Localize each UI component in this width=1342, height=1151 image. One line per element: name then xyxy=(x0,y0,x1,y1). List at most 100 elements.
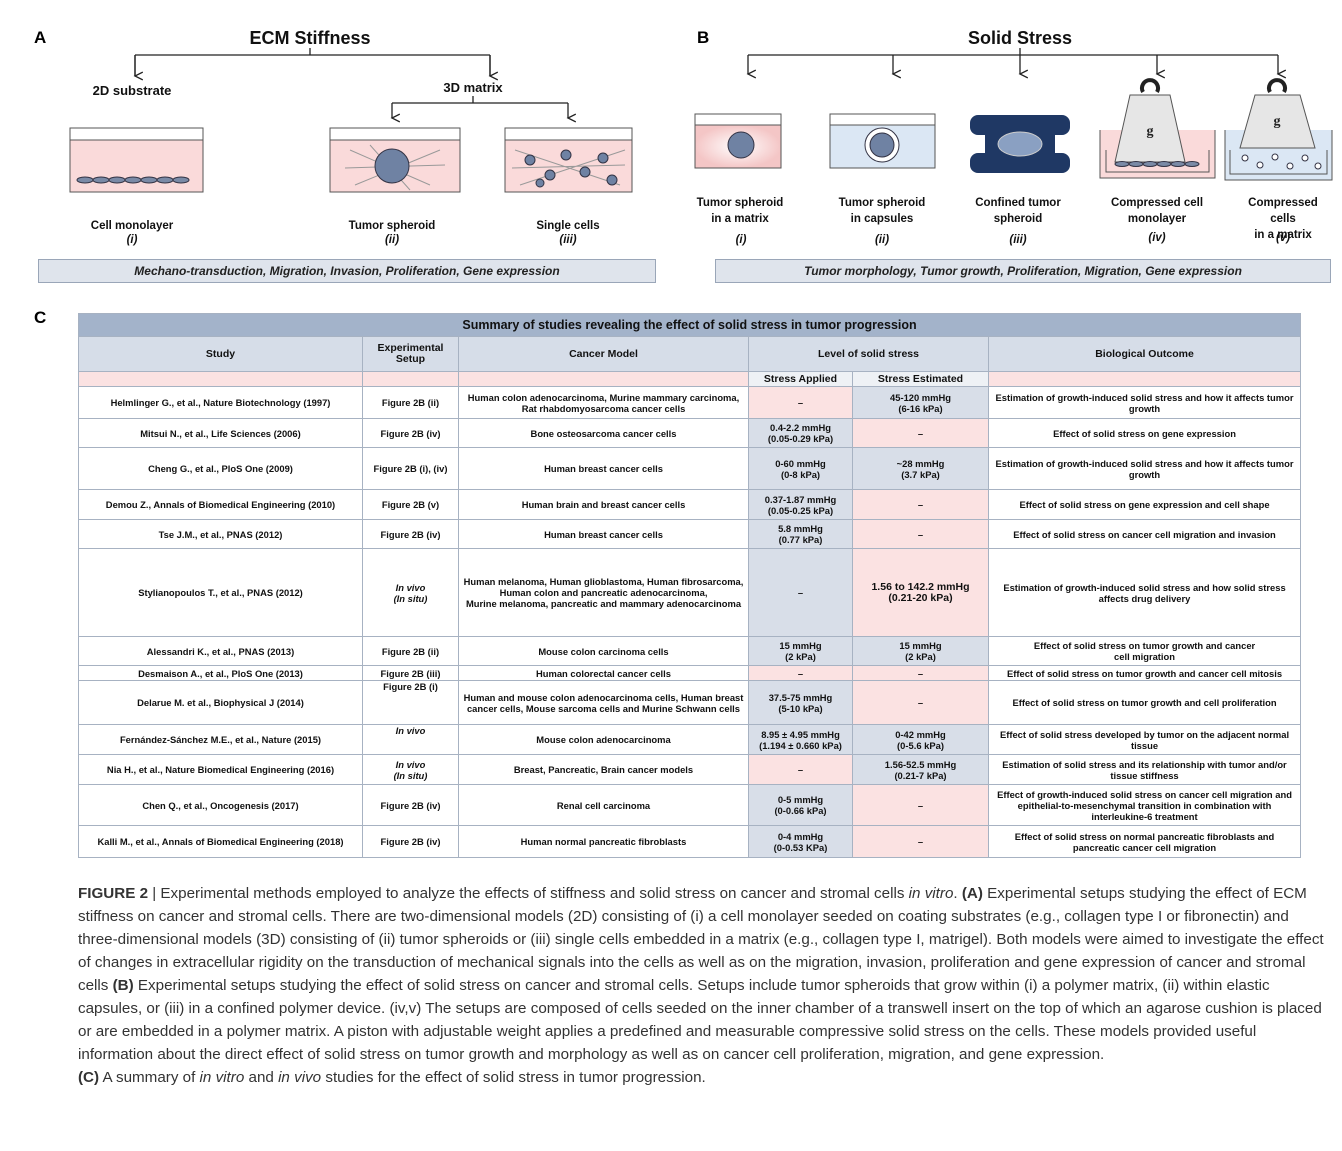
outcome: Effect of solid stress on normal pancrea… xyxy=(987,825,1302,858)
cancer-model: Renal cell carcinoma xyxy=(458,784,749,826)
stress-estimated: 1.56-52.5 mmHg (0.21-7 kPa) xyxy=(852,754,989,785)
brackets xyxy=(135,48,1278,118)
panel-footer: Mechano-transduction, Migration, Invasio… xyxy=(38,259,656,283)
table-title: Summary of studies revealing the effect … xyxy=(77,313,1302,337)
setup: Figure 2B (iv) xyxy=(362,825,459,858)
stress-estimated: – xyxy=(852,825,989,858)
table-row: Desmaison A., et al., PloS One (2013) Fig… xyxy=(78,665,1302,681)
branch-label: 2D substrate xyxy=(92,83,172,98)
panel-label: A xyxy=(34,28,47,47)
item-label: Tumor spheroid xyxy=(348,220,436,232)
cancer-model: Human colon adenocarcinoma, Murine mamma… xyxy=(458,386,749,419)
outcome: Estimation of solid stress and its relat… xyxy=(987,754,1302,785)
outcome: Effect of growth-induced solid stress on… xyxy=(987,784,1302,826)
stress-estimated: 1.56 to 142.2 mmHg (0.21-20 kPa) xyxy=(852,548,989,637)
item-num: (ii) xyxy=(384,234,400,246)
stress-estimated: 15 mmHg (2 kPa) xyxy=(852,636,989,666)
study: Mitsui N., et al., Life Sciences (2006) xyxy=(78,418,363,448)
header: Level of solid stress xyxy=(748,336,989,372)
study: Cheng G., et al., PloS One (2009) xyxy=(78,447,363,490)
cancer-model: Human and mouse colon adenocarcinoma cel… xyxy=(458,680,749,725)
outcome: Effect of solid stress developed by tumo… xyxy=(987,724,1302,755)
caption-text: in vitro xyxy=(908,885,954,902)
stress-estimated: – xyxy=(852,519,989,549)
subheader: Stress Estimated xyxy=(852,371,989,387)
caption-text: (B) xyxy=(112,977,134,994)
schematics: g g xyxy=(69,48,1333,193)
header: Biological Outcome xyxy=(987,336,1302,372)
stress-estimated: – xyxy=(852,665,989,681)
blank-cell xyxy=(458,371,749,387)
study: Fernández-Sánchez M.E., et al., Nature (… xyxy=(78,724,363,755)
caption-text: Experimental setups studying the effect … xyxy=(78,977,1322,1063)
outcome: Effect of solid stress on tumor growth a… xyxy=(987,636,1302,666)
study: Nia H., et al., Nature Biomedical Engine… xyxy=(78,754,363,785)
panel-title: Solid Stress xyxy=(967,28,1073,48)
dishes-a xyxy=(69,127,633,193)
table-row: Delarue M. et al., Biophysical J (2014) F… xyxy=(78,680,1302,725)
subheader: Stress Applied xyxy=(748,371,853,387)
caption-text: in vitro xyxy=(199,1069,245,1086)
stress-applied: 0-5 mmHg (0-0.66 kPa) xyxy=(748,784,853,826)
header: Experimental Setup xyxy=(362,336,459,372)
item-num: (iii) xyxy=(559,234,577,246)
caption-text: (A) xyxy=(961,885,983,902)
blank-cell xyxy=(362,371,459,387)
cancer-model: Breast, Pancreatic, Brain cancer models xyxy=(458,754,749,785)
table-row: Nia H., et al., Nature Biomedical Engine… xyxy=(78,754,1302,785)
stress-applied: 0.37-1.87 mmHg (0.05-0.25 kPa) xyxy=(748,489,853,520)
stress-estimated: – xyxy=(852,784,989,826)
item-label: Compressed cells in a matrix xyxy=(1248,197,1318,241)
item-num: (iv) xyxy=(1148,232,1166,244)
caption-text: A summary of xyxy=(99,1069,200,1086)
study: Kalli M., et al., Annals of Biomedical E… xyxy=(78,825,363,858)
study: Demou Z., Annals of Biomedical Engineeri… xyxy=(78,489,363,520)
caption-text: FIGURE 2 xyxy=(78,885,149,902)
cancer-model: Human breast cancer cells xyxy=(458,519,749,549)
outcome: Effect of solid stress on gene expressio… xyxy=(987,489,1302,520)
item-num: (i) xyxy=(735,234,747,246)
header: Cancer Model xyxy=(458,336,749,372)
item-num: (v) xyxy=(1275,232,1291,244)
outcome: Effect of solid stress on tumor growth a… xyxy=(987,680,1302,725)
outcome: Estimation of growth-induced solid stres… xyxy=(987,386,1302,419)
stress-estimated: 0-42 mmHg (0-5.6 kPa) xyxy=(852,724,989,755)
panel-footer: Tumor morphology, Tumor growth, Prolifer… xyxy=(715,259,1331,283)
table-row: Mitsui N., et al., Life Sciences (2006) F… xyxy=(78,418,1302,448)
stress-applied: 37.5-75 mmHg (5-10 kPa) xyxy=(748,680,853,725)
item-label: Compressed cell monolayer xyxy=(1110,197,1204,225)
setup: Figure 2B (iv) xyxy=(362,519,459,549)
weight-label: g xyxy=(1147,124,1154,139)
setup: Figure 2B (ii) xyxy=(362,636,459,666)
caption-text: (C) xyxy=(78,1069,100,1086)
caption: FIGURE 2 | Experimental methods employed… xyxy=(78,882,1328,1089)
study: Alessandri K., et al., PNAS (2013) xyxy=(78,636,363,666)
item-label: Tumor spheroid in a matrix xyxy=(696,197,784,225)
cancer-model: Human breast cancer cells xyxy=(458,447,749,490)
outcome: Estimation of growth-induced solid stres… xyxy=(987,548,1302,637)
table-row: Demou Z., Annals of Biomedical Engineeri… xyxy=(78,489,1302,520)
outcome: Effect of solid stress on cancer cell mi… xyxy=(987,519,1302,549)
header: Study xyxy=(78,336,363,372)
setup: Figure 2B (i), (iv) xyxy=(362,447,459,490)
stress-applied: 15 mmHg (2 kPa) xyxy=(748,636,853,666)
blank-cell xyxy=(78,371,363,387)
table-row: Helmlinger G., et al., Nature Biotechnol… xyxy=(78,386,1302,419)
outcome: Effect of solid stress on tumor growth a… xyxy=(987,665,1302,681)
caption-text: | Experimental methods employed to analy… xyxy=(148,885,909,902)
blank-cell xyxy=(987,371,1302,387)
study: Stylianopoulos T., et al., PNAS (2012) xyxy=(78,548,363,637)
caption-text: Experimental setups studying the effect … xyxy=(78,885,1324,994)
item-num: (i) xyxy=(126,234,138,246)
cancer-model: Bone osteosarcoma cancer cells xyxy=(458,418,749,448)
item-label: Single cells xyxy=(536,220,600,232)
study: Delarue M. et al., Biophysical J (2014) xyxy=(78,680,363,725)
study: Tse J.M., et al., PNAS (2012) xyxy=(78,519,363,549)
caption-text: studies for the effect of solid stress i… xyxy=(321,1069,706,1086)
stress-applied: 0-60 mmHg (0-8 kPa) xyxy=(748,447,853,490)
table-row: Stylianopoulos T., et al., PNAS (2012) In… xyxy=(78,548,1302,637)
caption-text: and xyxy=(244,1069,279,1086)
panel-label: B xyxy=(697,28,710,47)
stress-applied: – xyxy=(748,548,853,637)
